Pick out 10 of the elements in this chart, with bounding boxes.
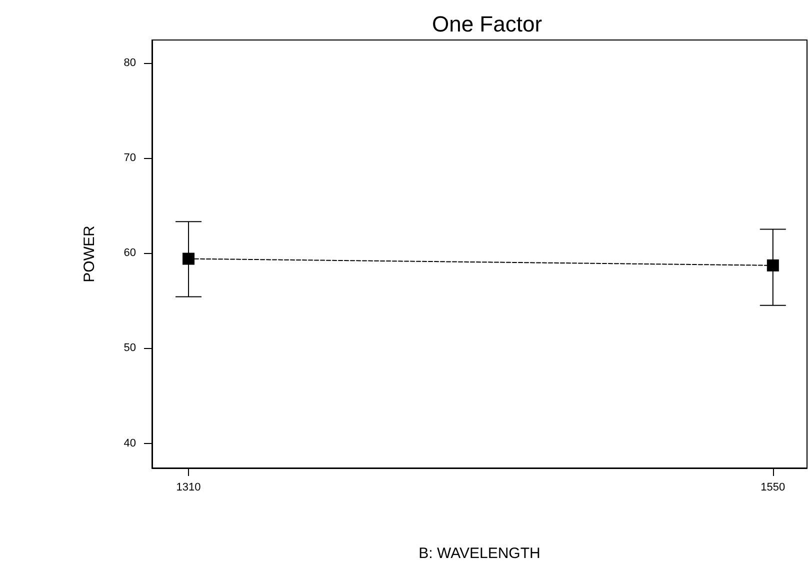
y-tick-label: 40 <box>124 437 136 450</box>
y-tick-label: 80 <box>124 56 136 69</box>
x-axis-title: B: WAVELENGTH <box>418 545 540 562</box>
x-tick-label: 1550 <box>760 482 786 494</box>
y-tick-label: 50 <box>124 342 136 354</box>
y-tick-label: 70 <box>124 152 136 164</box>
y-tick-label: 60 <box>124 247 136 260</box>
chart-title: One Factor <box>432 12 542 36</box>
y-axis-title: POWER <box>81 226 98 282</box>
x-tick-label: 1310 <box>176 482 201 494</box>
